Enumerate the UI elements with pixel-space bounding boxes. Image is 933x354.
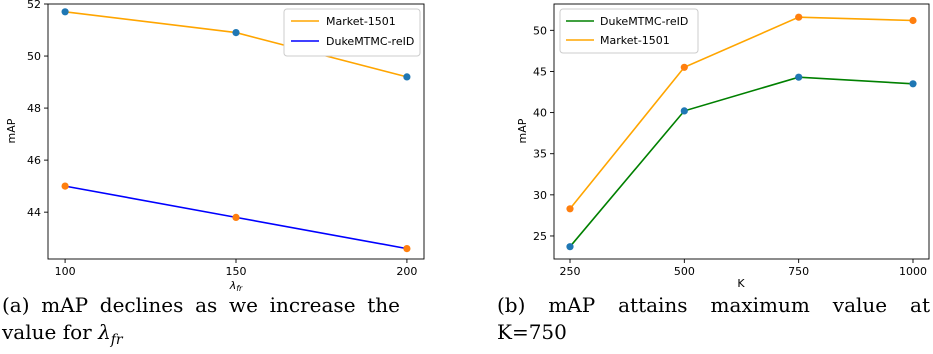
y-axis-label-right: mAP: [516, 118, 529, 143]
x-ticks-right: 250 500 750 1000: [560, 259, 927, 278]
legend-left-label-0: Market-1501: [326, 15, 396, 28]
y-ticks-right: 25 30 35 40 45 50: [533, 24, 554, 243]
series-markers-right: [566, 13, 917, 251]
data-point: [680, 107, 688, 115]
caption-left-line2: value for λfr: [2, 319, 400, 354]
chart-left: 44 46 48 50 52 100 150 200 mAP λfr Market-1501…: [5, 0, 425, 293]
y-tick-label: 50: [27, 50, 41, 63]
x-tick-label: 750: [788, 265, 809, 278]
x-tick-label: 150: [226, 265, 247, 278]
legend-left: Market-1501 DukeMTMC-reID: [283, 8, 421, 57]
legend-right: DukeMTMC-reID Market-1501: [559, 8, 699, 54]
caption-right-line1: (b) mAP attains maximum value at: [497, 292, 930, 319]
series-markers-left: [61, 8, 411, 253]
data-point: [232, 28, 240, 37]
y-tick-label: 35: [533, 148, 547, 161]
caption-right-word: at: [910, 293, 930, 317]
data-point: [403, 73, 411, 81]
x-axis-label-left-sub: fr: [236, 284, 243, 293]
caption-right-word: (b): [497, 293, 526, 317]
x-ticks-left: 100 150 200: [55, 259, 417, 278]
x-tick-label: 500: [674, 265, 695, 278]
x-axis-label-right: K: [737, 277, 745, 290]
y-tick-label: 25: [533, 230, 547, 243]
caption-right-word: maximum: [710, 293, 810, 317]
axes-frame-right: [553, 3, 930, 260]
data-point: [61, 8, 69, 16]
caption-right-word: attains: [618, 293, 688, 317]
caption-left-word: declines: [99, 293, 184, 317]
y-ticks-left: 44 46 48 50 52: [27, 0, 48, 219]
data-point: [795, 73, 803, 81]
legend-right-box: [559, 8, 699, 54]
data-point: [909, 16, 917, 25]
caption-right-line2: K=750: [497, 319, 930, 346]
data-point: [61, 182, 69, 190]
caption-right-word: mAP: [548, 293, 596, 317]
caption-left: (a) mAP declines as we increase the valu…: [2, 292, 400, 354]
y-tick-label: 52: [27, 0, 41, 11]
caption-left-word: the: [367, 293, 400, 317]
legend-right-label-1: Market-1501: [600, 34, 670, 47]
caption-right-word: value: [832, 293, 888, 317]
data-point: [566, 243, 574, 251]
caption-left-word: mAP: [41, 293, 89, 317]
x-tick-label: 200: [396, 265, 417, 278]
data-point: [232, 213, 240, 221]
caption-left-word: increase: [269, 293, 356, 317]
data-point: [680, 63, 688, 71]
y-axis-label-left: mAP: [5, 118, 18, 143]
legend-left-label-1: DukeMTMC-reID: [326, 35, 414, 48]
y-tick-label: 45: [533, 65, 547, 78]
series-line-market-1501: [569, 16, 914, 210]
caption-left-lambda: λ: [98, 320, 111, 344]
data-point: [566, 205, 574, 213]
data-point: [795, 13, 803, 21]
series-lines-right: [569, 16, 914, 248]
caption-left-line1: (a) mAP declines as we increase the: [2, 292, 400, 319]
x-axis-label-left: λfr: [229, 279, 243, 293]
y-tick-label: 44: [27, 206, 41, 219]
caption-left-subscript: fr: [110, 332, 123, 348]
y-tick-label: 40: [533, 107, 547, 120]
caption-right-line2-text: K=750: [497, 320, 567, 344]
y-tick-label: 30: [533, 189, 547, 202]
x-axis-label-left-main: λ: [229, 279, 237, 292]
caption-left-word: (a): [2, 293, 30, 317]
x-tick-label: 100: [55, 265, 76, 278]
legend-right-label-0: DukeMTMC-reID: [600, 15, 688, 28]
caption-left-word: as: [195, 293, 218, 317]
data-point: [909, 80, 917, 88]
y-tick-label: 46: [27, 154, 41, 167]
y-tick-label: 50: [533, 24, 547, 37]
x-tick-label: 250: [560, 265, 581, 278]
chart-right: 25 30 35 40 45 50 250 500 750 1000 mAP K DukeMTM…: [516, 3, 930, 290]
x-tick-label: 1000: [899, 265, 927, 278]
data-point: [403, 245, 411, 253]
caption-left-line2-text: value for: [2, 320, 99, 344]
caption-right: (b) mAP attains maximum value at K=750: [497, 292, 930, 346]
series-line-dukemtmc-reid: [569, 76, 914, 248]
caption-left-word: we: [228, 293, 258, 317]
y-tick-label: 48: [27, 102, 41, 115]
